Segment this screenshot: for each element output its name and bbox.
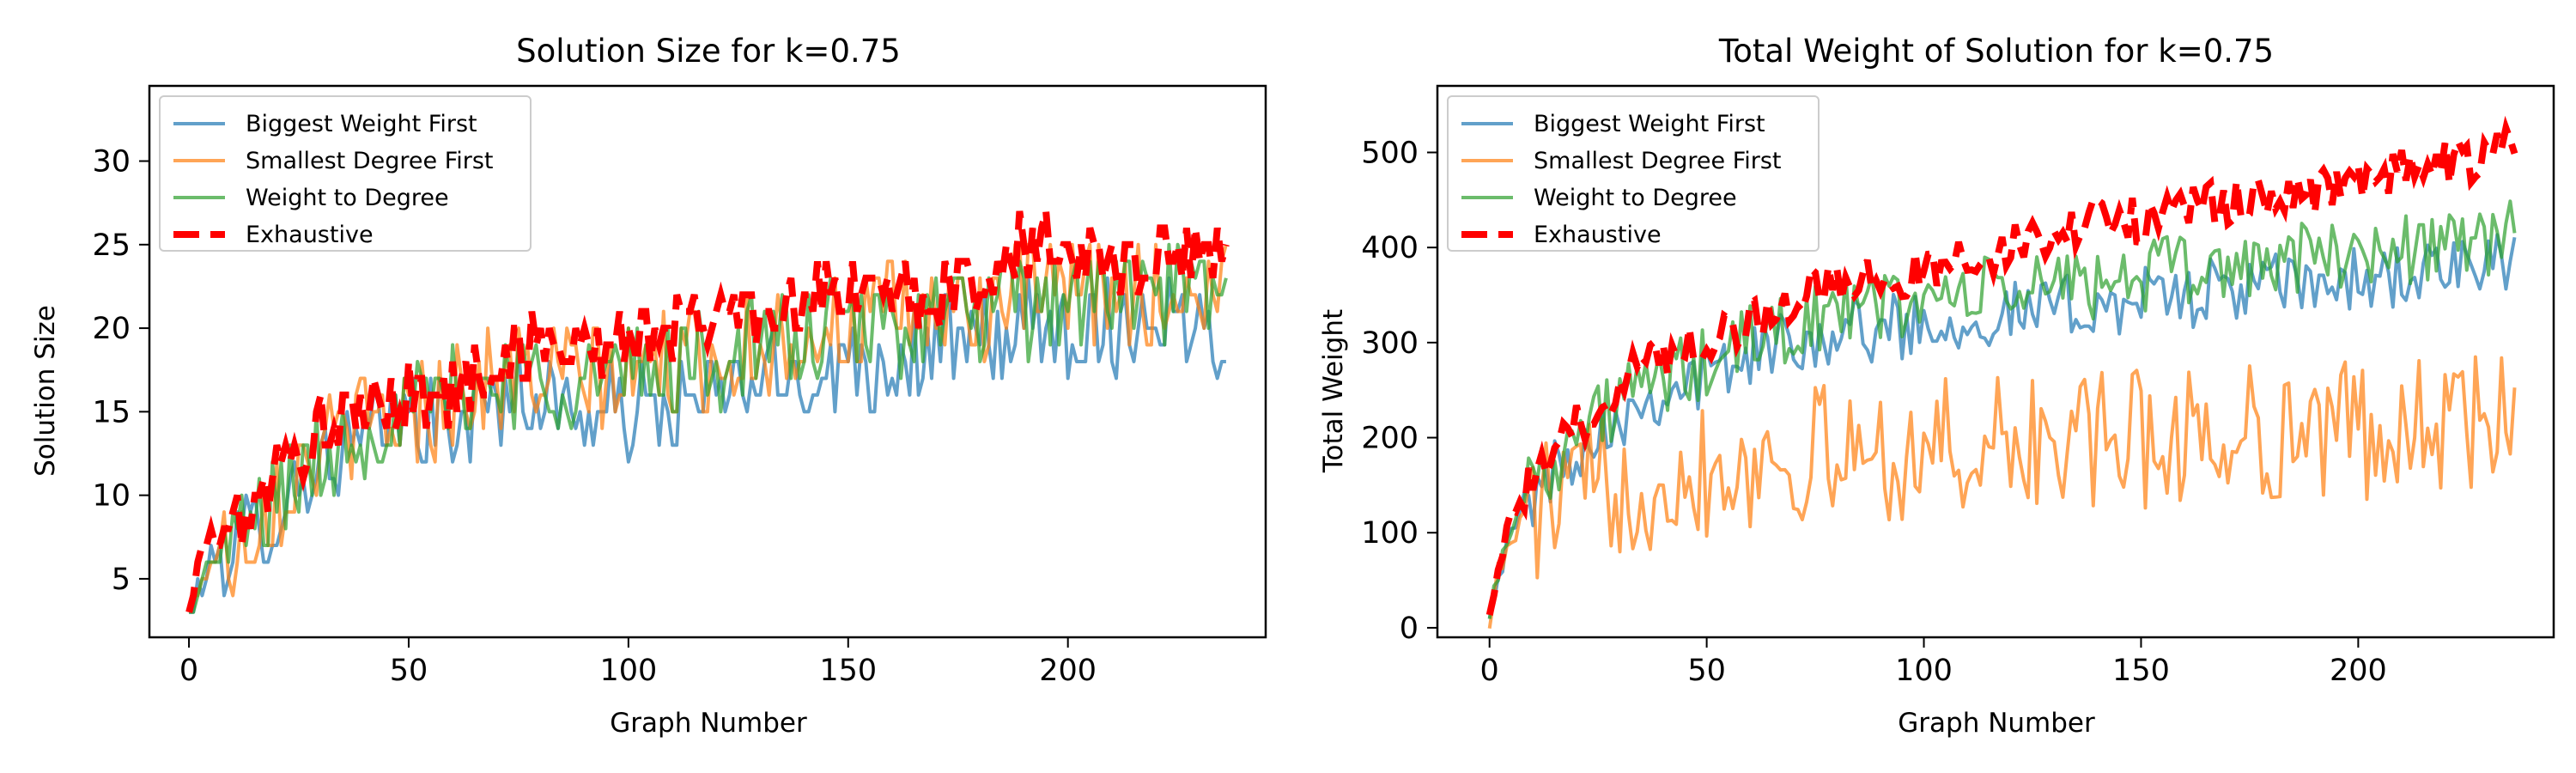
x-tick-label: 200 <box>2330 654 2387 688</box>
x-axis-label: Graph Number <box>1898 708 2095 739</box>
legend-entry: Smallest Degree First <box>246 148 494 174</box>
legend-entry: Biggest Weight First <box>1534 111 1765 137</box>
x-tick-label: 50 <box>390 654 428 688</box>
y-tick-label: 400 <box>1361 231 1419 265</box>
y-tick-label: 5 <box>112 563 131 597</box>
y-tick-label: 25 <box>92 228 131 263</box>
chart-solution-size: Solution Size for k=0.75 Graph Number So… <box>30 33 1267 739</box>
plot-area <box>185 210 1230 614</box>
axes-frame <box>148 84 1267 639</box>
legend-entry: Weight to Degree <box>246 185 449 211</box>
y-tick-label: 20 <box>92 312 131 346</box>
y-tick-label: 300 <box>1361 326 1419 361</box>
series-line-smallest-degree-first <box>1487 355 2517 629</box>
x-tick-label: 50 <box>1687 654 1726 688</box>
legend-entry: Exhaustive <box>246 222 374 248</box>
legend: Biggest Weight First Smallest Degree Firs… <box>159 95 532 252</box>
x-tick-label: 0 <box>179 654 198 688</box>
legend-entry: Weight to Degree <box>1534 185 1737 211</box>
chart-total-weight: Total Weight of Solution for k=0.75 Grap… <box>1318 33 2555 739</box>
y-tick-label: 200 <box>1361 422 1419 456</box>
chart-title: Total Weight of Solution for k=0.75 <box>1718 33 2274 70</box>
y-tick-label: 15 <box>92 395 131 429</box>
plot-area <box>1485 115 2518 629</box>
y-axis-label: Total Weight <box>1318 309 1349 473</box>
y-tick-label: 30 <box>92 145 131 180</box>
series-line-biggest-weight-first <box>189 276 1226 614</box>
legend: Biggest Weight First Smallest Degree Firs… <box>1447 95 1820 252</box>
legend-entry: Biggest Weight First <box>246 111 477 137</box>
y-axis-label: Solution Size <box>30 305 61 477</box>
x-tick-label: 150 <box>2112 654 2170 688</box>
x-tick-label: 150 <box>819 654 877 688</box>
legend-entry: Exhaustive <box>1534 222 1662 248</box>
axes-frame <box>1436 84 2555 639</box>
series-line-weight-to-degree <box>189 242 1228 614</box>
y-tick-label: 100 <box>1361 516 1419 551</box>
x-tick-label: 200 <box>1039 654 1097 688</box>
y-tick-label: 10 <box>92 479 131 514</box>
series-line-exhaustive <box>185 210 1230 613</box>
chart-title: Solution Size for k=0.75 <box>516 33 901 70</box>
series-line-exhaustive <box>1485 115 2518 616</box>
x-tick-label: 100 <box>1895 654 1953 688</box>
y-tick-label: 500 <box>1361 136 1419 170</box>
x-axis-label: Graph Number <box>610 708 807 739</box>
x-tick-label: 0 <box>1480 654 1499 688</box>
y-tick-label: 0 <box>1400 612 1419 646</box>
x-tick-label: 100 <box>599 654 657 688</box>
legend-entry: Smallest Degree First <box>1534 148 1782 174</box>
